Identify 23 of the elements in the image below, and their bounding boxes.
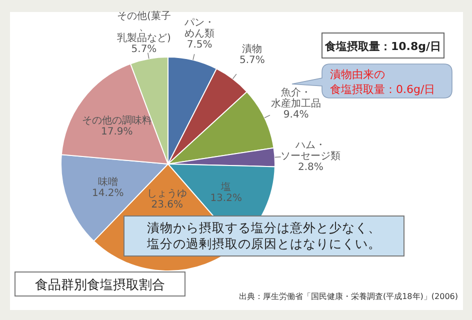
slice-label: その他(菓子、乳製品など) [117,10,172,44]
text: 食塩摂取量：10.8g/日 [324,40,442,53]
data-label: 17.9% [101,126,133,138]
slice-label: 塩 [220,180,232,193]
text: 漬物から摂取する塩分は意外と少なく、塩分の過剰摂取の原因とはなりにくい。 [146,220,381,251]
data-label: 5.7% [131,44,157,55]
text: 食品群別食塩摂取割合 [35,278,165,293]
slice-label: ハム・ソーセージ類 [280,140,341,162]
text: 漬物由来の食塩摂取量：0.6g/日 [330,68,436,96]
source-note: 出典：厚生労働省「国民健康・栄養調査(平成18年)」(2006) [238,292,458,301]
slice-label: 漬物 [242,42,262,55]
slice-label: その他の調味料 [82,114,152,127]
data-label: 7.5% [186,39,212,50]
slice-label: 魚介・水産加工品 [271,86,322,110]
slice-label: しょうゆ [147,188,188,200]
data-label: 5.7% [239,54,265,66]
data-label: 2.8% [298,162,324,174]
data-label: 13.2% [210,192,242,204]
data-label: 23.6% [151,200,184,211]
data-label: 14.2% [92,188,124,200]
slice-label: パン・めん類 [184,17,215,40]
data-label: 9.4% [283,110,309,121]
slice-label: 味噌 [98,176,118,188]
